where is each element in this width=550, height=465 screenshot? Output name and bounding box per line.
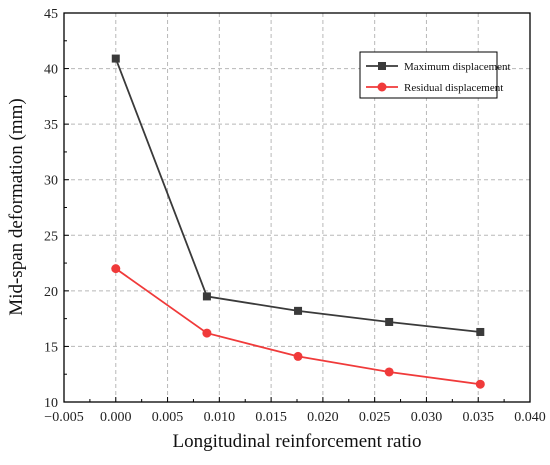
legend-box	[359, 51, 498, 99]
y-tick-label: 15	[44, 340, 58, 355]
legend-item-maximum-displacement: Maximum displacement	[366, 61, 511, 73]
y-tick-label: 25	[44, 229, 58, 244]
y-tick-label: 45	[44, 7, 58, 22]
residual-displacement-point	[293, 351, 303, 361]
legend-marker	[378, 62, 386, 70]
maximum-displacement-point	[202, 292, 211, 301]
maximum-displacement-point	[385, 317, 394, 326]
legend-label: Maximum displacement	[404, 61, 511, 73]
residual-displacement-series	[111, 264, 485, 389]
x-tick-label: 0.025	[359, 410, 391, 425]
maximum-displacement-point	[111, 54, 120, 63]
residual-displacement-point	[111, 264, 121, 274]
x-tick-label: −0.005	[44, 410, 83, 425]
y-tick-label: 40	[44, 63, 58, 78]
data-series	[111, 54, 485, 389]
y-axis-title: Mid-span deformation (mm)	[6, 98, 27, 315]
x-tick-label: 0.030	[411, 410, 443, 425]
y-tick-label: 30	[44, 174, 58, 189]
y-tick-label: 10	[44, 396, 58, 411]
x-tick-label: 0.005	[152, 410, 184, 425]
legend-marker	[377, 82, 387, 92]
axis-ticks: −0.005 0.000 0.005 0.010 0.015 0.020 0.025 0.03…	[44, 7, 546, 425]
y-tick-label: 35	[44, 118, 58, 133]
maximum-displacement-series	[111, 54, 485, 336]
x-tick-label: 0.015	[255, 410, 287, 425]
y-tick-label: 20	[44, 285, 58, 300]
x-axis-title: Longitudinal reinforcement ratio	[172, 431, 421, 452]
x-tick-label: 0.020	[307, 410, 339, 425]
residual-displacement-point	[384, 367, 394, 377]
maximum-displacement-point	[294, 306, 303, 315]
legend: Maximum displacement Residual displacemen…	[359, 51, 511, 99]
legend-label: Residual displacement	[404, 82, 503, 94]
x-tick-label: 0.000	[100, 410, 132, 425]
maximum-displacement-point	[476, 327, 485, 336]
x-tick-label: 0.010	[204, 410, 236, 425]
x-tick-label: 0.040	[514, 410, 546, 425]
residual-displacement-point	[475, 379, 485, 389]
legend-item-residual-displacement: Residual displacement	[366, 82, 503, 94]
x-tick-label: 0.035	[462, 410, 494, 425]
residual-displacement-point	[202, 328, 212, 338]
